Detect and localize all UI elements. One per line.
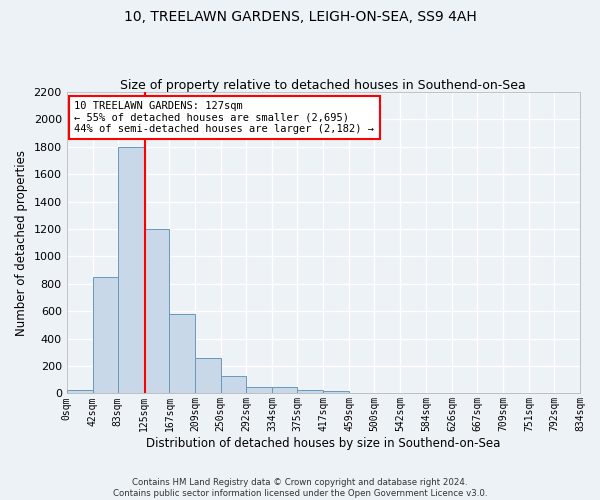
Bar xyxy=(323,392,349,394)
Title: Size of property relative to detached houses in Southend-on-Sea: Size of property relative to detached ho… xyxy=(121,79,526,92)
Text: 10 TREELAWN GARDENS: 127sqm
← 55% of detached houses are smaller (2,695)
44% of : 10 TREELAWN GARDENS: 127sqm ← 55% of det… xyxy=(74,101,374,134)
Bar xyxy=(221,376,247,394)
Text: Contains HM Land Registry data © Crown copyright and database right 2024.
Contai: Contains HM Land Registry data © Crown c… xyxy=(113,478,487,498)
Y-axis label: Number of detached properties: Number of detached properties xyxy=(15,150,28,336)
Bar xyxy=(247,388,272,394)
Bar xyxy=(143,229,169,394)
Bar xyxy=(298,390,323,394)
Bar xyxy=(272,388,298,394)
Text: 10, TREELAWN GARDENS, LEIGH-ON-SEA, SS9 4AH: 10, TREELAWN GARDENS, LEIGH-ON-SEA, SS9 … xyxy=(124,10,476,24)
X-axis label: Distribution of detached houses by size in Southend-on-Sea: Distribution of detached houses by size … xyxy=(146,437,500,450)
Bar xyxy=(92,277,118,394)
Bar xyxy=(169,314,196,394)
Bar xyxy=(196,358,221,394)
Bar xyxy=(67,390,92,394)
Bar xyxy=(118,147,143,394)
